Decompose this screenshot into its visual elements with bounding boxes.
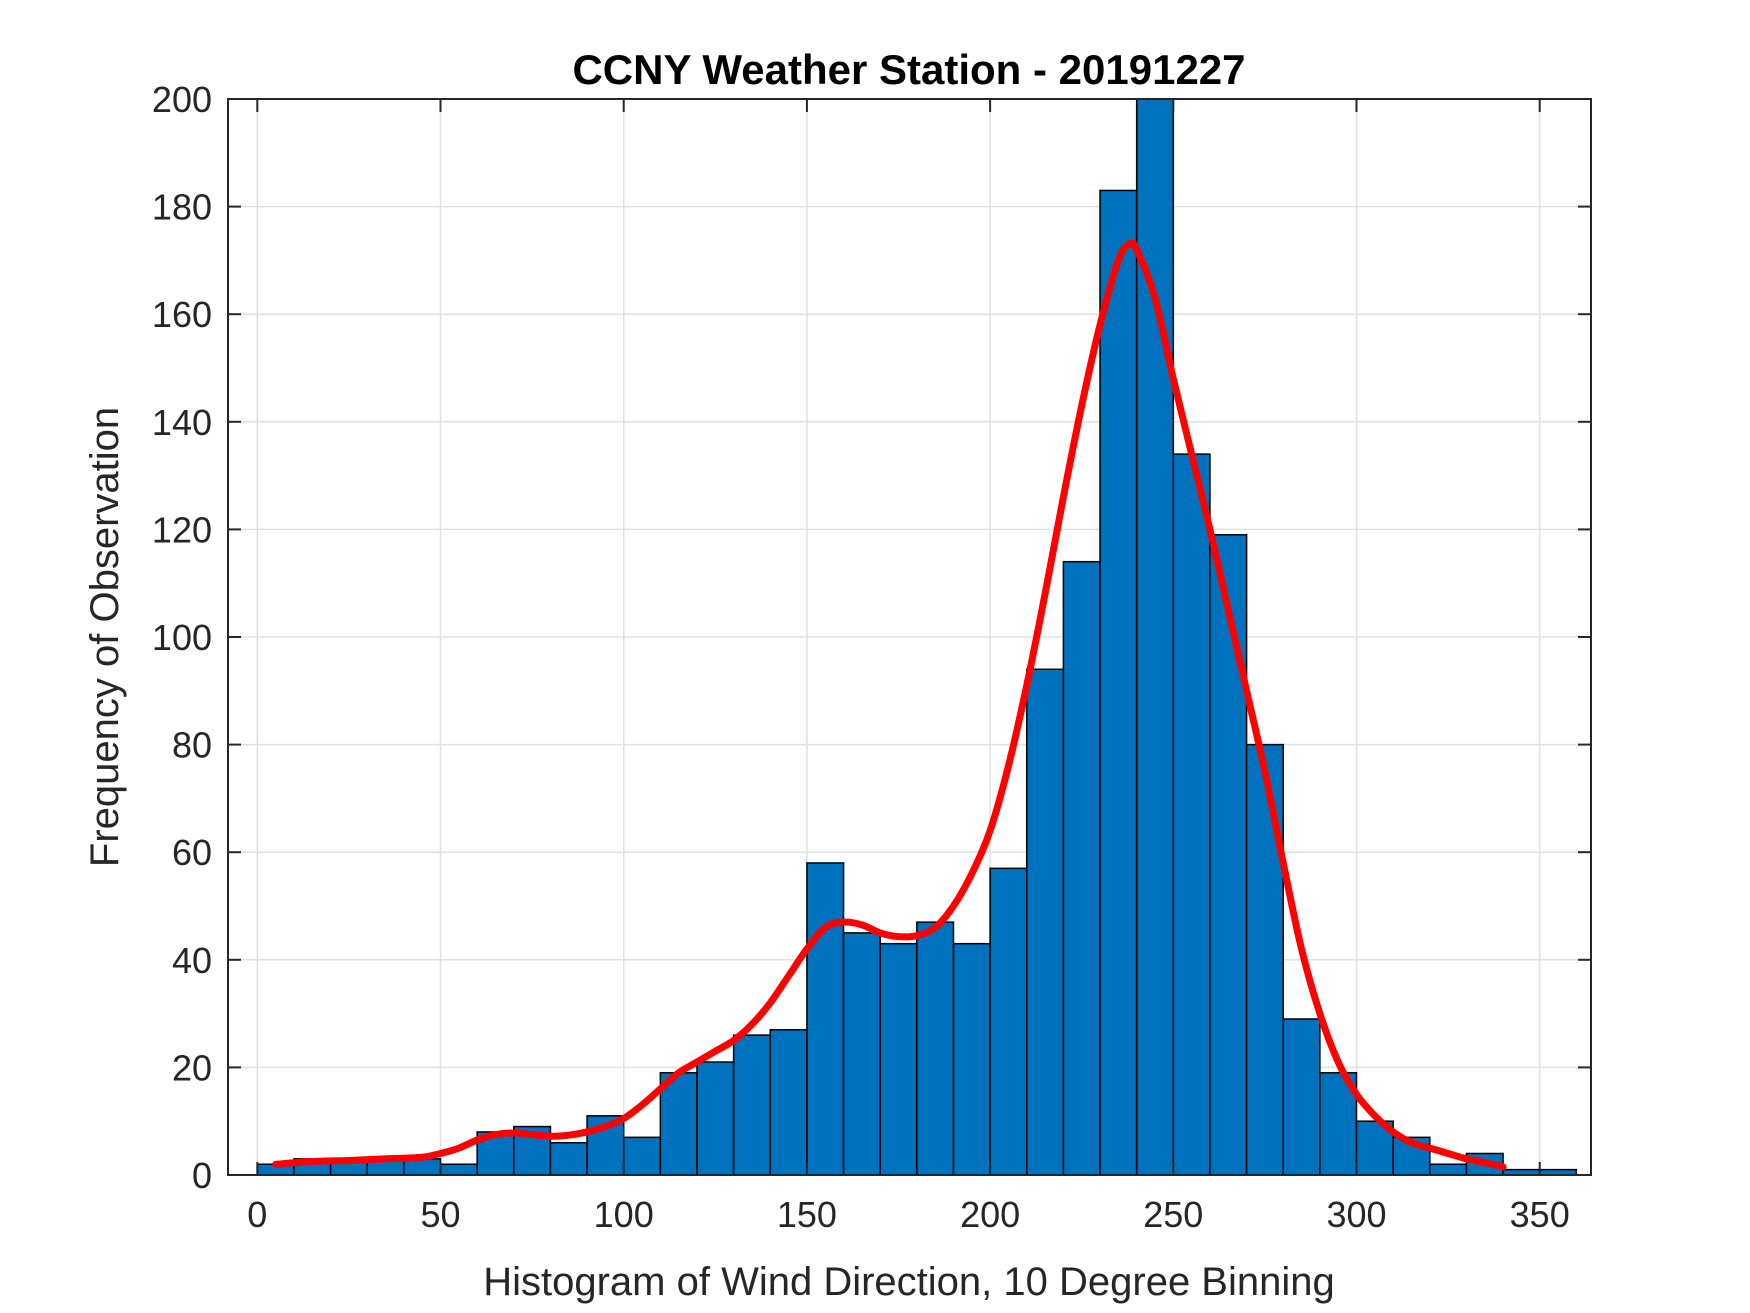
histogram-bar: [1429, 1163, 1468, 1176]
histogram-bar: [952, 942, 991, 1176]
chart-title: CCNY Weather Station - 20191227: [572, 46, 1245, 93]
y-tick-label: 120: [152, 509, 212, 550]
x-tick-label: 0: [247, 1194, 267, 1235]
y-tick-label: 80: [172, 725, 212, 766]
x-tick-label: 150: [777, 1194, 837, 1235]
histogram-bar: [806, 862, 845, 1176]
histogram-bar: [1099, 189, 1138, 1176]
axis-ticks: [228, 98, 1591, 1176]
histogram-bar: [989, 867, 1028, 1176]
histogram-bar: [1025, 668, 1065, 1176]
histogram-bar: [549, 1141, 588, 1176]
x-tick-label: 100: [594, 1194, 654, 1235]
histogram-bar: [732, 1034, 772, 1176]
fit-curve: [272, 239, 1507, 1171]
histogram-bar: [1245, 743, 1284, 1176]
y-tick-label: 40: [172, 940, 212, 981]
x-axis-label: Histogram of Wind Direction, 10 Degree B…: [483, 1260, 1335, 1304]
y-tick-label: 20: [172, 1047, 212, 1088]
histogram-bar: [696, 1061, 735, 1176]
x-tick-label: 300: [1326, 1194, 1386, 1235]
histogram-bar: [916, 921, 955, 1176]
x-tick-label: 350: [1510, 1194, 1570, 1235]
fit-curve-layer: [272, 239, 1507, 1171]
y-tick-label: 60: [172, 832, 212, 873]
histogram-bar: [1209, 534, 1248, 1176]
x-tick-label: 200: [960, 1194, 1020, 1235]
y-tick-label: 180: [152, 187, 212, 228]
y-axis-tick-labels: 0 20 40 60 80 100 120 140 160 180 200: [152, 79, 212, 1196]
histogram-bar: [1062, 560, 1101, 1176]
y-axis-label: Frequency of Observation: [83, 407, 127, 867]
histogram-bar: [1172, 453, 1211, 1176]
x-tick-label: 50: [420, 1194, 460, 1235]
histogram-bar: [842, 932, 881, 1176]
y-tick-label: 0: [192, 1155, 212, 1196]
y-tick-label: 200: [152, 79, 212, 120]
histogram-bar: [769, 1028, 808, 1176]
x-axis-tick-labels: 0 50 100 150 200 250 300 350: [247, 1194, 1569, 1235]
y-tick-label: 100: [152, 617, 212, 658]
y-tick-label: 160: [152, 294, 212, 335]
histogram-bar: [622, 1136, 662, 1176]
histogram-bar: [879, 942, 918, 1176]
y-tick-label: 140: [152, 402, 212, 443]
histogram-bar: [439, 1163, 478, 1176]
histogram-bar: [1282, 1018, 1321, 1176]
x-tick-label: 250: [1143, 1194, 1203, 1235]
